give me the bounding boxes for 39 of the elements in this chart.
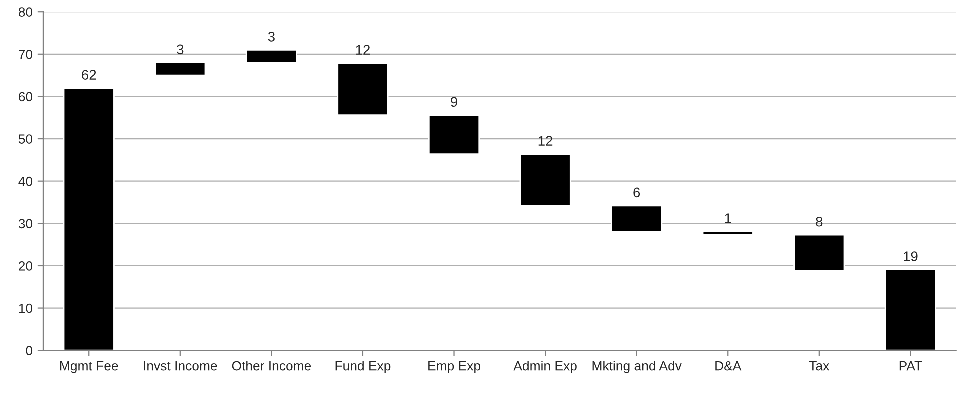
x-tick-label: Tax: [809, 362, 830, 371]
data-label: 3: [268, 32, 275, 42]
bar: [246, 49, 298, 64]
bar: [63, 88, 115, 351]
y-tick-label: 30: [18, 219, 33, 229]
y-tick-label: 70: [19, 50, 33, 60]
y-tick-label: 80: [18, 8, 33, 17]
data-label: 12: [538, 136, 553, 146]
x-tick-label: Mgmt Fee: [60, 362, 118, 374]
x-tick-label: D&A: [716, 361, 742, 371]
bar: [428, 114, 480, 155]
bar: [884, 269, 936, 351]
data-label: 62: [82, 70, 96, 80]
y-tick-label: 20: [19, 262, 33, 271]
bar: [337, 62, 389, 116]
x-tick-label: Fund Exp: [336, 361, 391, 374]
y-tick-label: 10: [19, 304, 33, 314]
x-tick-label: Invst Income: [144, 362, 218, 371]
y-tick-label: 40: [18, 176, 33, 186]
x-tick-label: Other Income: [232, 361, 312, 371]
x-tick-label: Emp Exp: [428, 362, 480, 374]
data-label: 6: [634, 188, 640, 198]
bar: [520, 154, 572, 207]
x-tick-label: PAT: [900, 362, 922, 371]
data-label: 1: [725, 214, 732, 224]
bar: [702, 231, 754, 236]
bar: [611, 205, 663, 232]
data-label: 9: [451, 97, 458, 108]
y-tick-label: 60: [19, 92, 33, 102]
data-label: 3: [177, 44, 184, 55]
bar: [154, 62, 206, 76]
x-tick-label: Admin Exp: [514, 361, 577, 374]
x-tick-label: Mkting and Adv: [592, 361, 682, 374]
data-label: 12: [356, 45, 370, 55]
y-tick-label: 0: [26, 346, 33, 356]
bar: [794, 234, 846, 272]
data-label: 19: [904, 252, 918, 262]
data-label: 8: [816, 216, 823, 227]
y-tick-label: 50: [18, 134, 33, 144]
